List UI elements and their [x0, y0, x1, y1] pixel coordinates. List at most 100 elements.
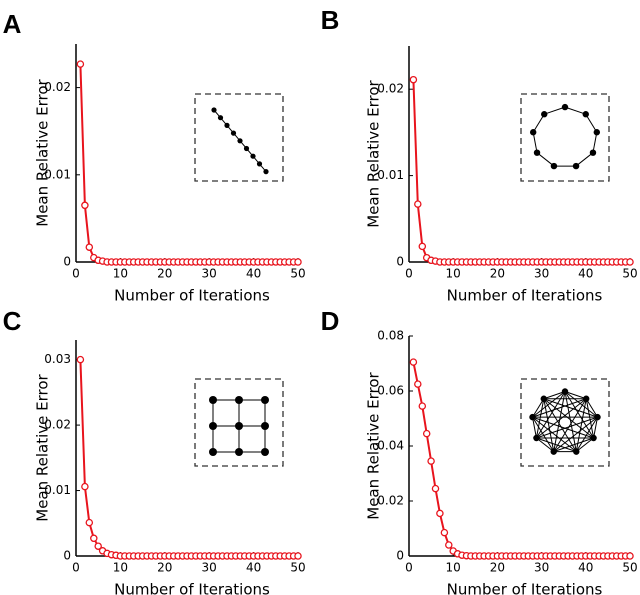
inset-node: [209, 396, 217, 404]
inset-edge: [536, 152, 555, 167]
inset-edge: [553, 398, 587, 452]
x-tick-label: 50: [290, 561, 305, 575]
data-point: [445, 541, 453, 549]
data-point: [94, 542, 102, 550]
inset-edge: [543, 391, 566, 400]
inset-edge: [585, 398, 598, 418]
inset-edge: [532, 132, 538, 153]
y-axis-title: Mean Relative Error: [34, 78, 52, 226]
inset-graph: [520, 93, 610, 182]
y-tick-label: 0.04: [377, 439, 404, 453]
inset-edge: [543, 398, 577, 452]
panel-d: D 0 0.02 0.04 0.06 0.08 0 10 20 30 40 50 Number of I…: [321, 306, 638, 595]
inset-graph: [194, 378, 284, 467]
y-tick-label: 0.02: [44, 418, 71, 432]
inset-edge: [536, 437, 555, 453]
x-tick-label: 10: [446, 267, 461, 281]
panel-b: B 0 0.01 0.02 0 10 20 30 40 50 Number of Iteration…: [321, 5, 638, 305]
inset-node: [573, 448, 580, 455]
inset-frame: [194, 378, 284, 467]
data-point: [436, 509, 444, 518]
inset-edge: [532, 398, 587, 418]
data-point: [76, 355, 85, 364]
y-tick-label: 0: [396, 255, 404, 269]
panel-letter: D: [321, 306, 340, 336]
x-axis-title: Number of Iterations: [447, 581, 603, 595]
inset-node: [209, 422, 217, 430]
x-tick-label: 50: [622, 267, 637, 281]
inset-edge: [553, 391, 566, 452]
x-tick-label: 10: [113, 267, 128, 281]
inset-node: [540, 395, 547, 402]
inset-edge: [564, 106, 586, 115]
data-point: [626, 258, 634, 266]
y-tick-label: 0.08: [377, 329, 404, 343]
x-tick-label: 10: [113, 561, 128, 575]
inset-node: [235, 422, 243, 430]
x-tick-label: 30: [202, 561, 217, 575]
inset-frame: [520, 378, 610, 467]
inset-edge: [593, 417, 598, 439]
y-tick-label: 0: [396, 549, 404, 563]
inset-graph: [520, 378, 610, 467]
x-tick-label: 20: [490, 267, 505, 281]
inset-edge: [532, 417, 537, 439]
x-tick-label: 50: [622, 561, 637, 575]
x-tick-label: 40: [246, 561, 261, 575]
data-point: [81, 482, 89, 491]
data-point: [294, 258, 302, 266]
y-tick-label: 0.01: [44, 483, 71, 497]
inset-node: [593, 129, 601, 136]
inset-edge: [553, 416, 598, 453]
inset-node: [243, 145, 250, 152]
data-point: [422, 429, 431, 438]
inset-node: [590, 434, 597, 442]
inset-frame: [194, 93, 284, 182]
inset-edge: [536, 398, 587, 439]
inset-edge: [532, 416, 577, 453]
inset-edge: [585, 398, 595, 439]
data-point: [294, 552, 302, 560]
panel-letter: C: [3, 306, 22, 336]
x-tick-label: 0: [72, 561, 80, 575]
inset-edge: [544, 106, 566, 115]
inset-node: [217, 115, 224, 121]
y-tick-label: 0.02: [377, 82, 404, 96]
x-axis-title: Number of Iterations: [114, 581, 270, 595]
series-line: [79, 359, 298, 557]
y-tick-label: 0.01: [44, 167, 71, 181]
y-axis-title: Mean Relative Error: [34, 373, 52, 521]
inset-node: [261, 396, 269, 404]
inset-edge: [532, 113, 545, 133]
x-tick-label: 40: [246, 267, 261, 281]
inset-edge: [532, 398, 545, 418]
inset-edge: [564, 391, 587, 400]
inset-edge: [543, 398, 594, 439]
inset-graph: [194, 93, 284, 182]
inset-edge: [543, 398, 598, 418]
y-tick-label: 0.06: [377, 384, 404, 398]
inset-node: [594, 413, 601, 421]
inset-node: [561, 103, 569, 111]
inset-node: [211, 107, 217, 113]
inset-edge: [532, 391, 566, 418]
inset-edge: [543, 398, 555, 452]
inset-node: [533, 149, 541, 156]
data-point: [85, 518, 94, 527]
inset-node: [561, 388, 569, 395]
inset-node: [261, 448, 269, 456]
data-point: [85, 243, 94, 251]
y-axis-title: Mean Relative Error: [365, 79, 383, 227]
inset-edge: [535, 398, 545, 439]
data-point: [440, 528, 449, 537]
inset-edge: [532, 416, 555, 452]
inset-edge: [575, 437, 594, 453]
x-tick-label: 20: [490, 561, 505, 575]
data-point: [414, 380, 422, 388]
data-point: [431, 484, 440, 493]
x-axis-title: Number of Iterations: [447, 287, 603, 305]
inset-edge: [536, 416, 598, 439]
data-point: [76, 60, 85, 68]
x-tick-label: 0: [405, 267, 413, 281]
data-point: [409, 75, 418, 84]
